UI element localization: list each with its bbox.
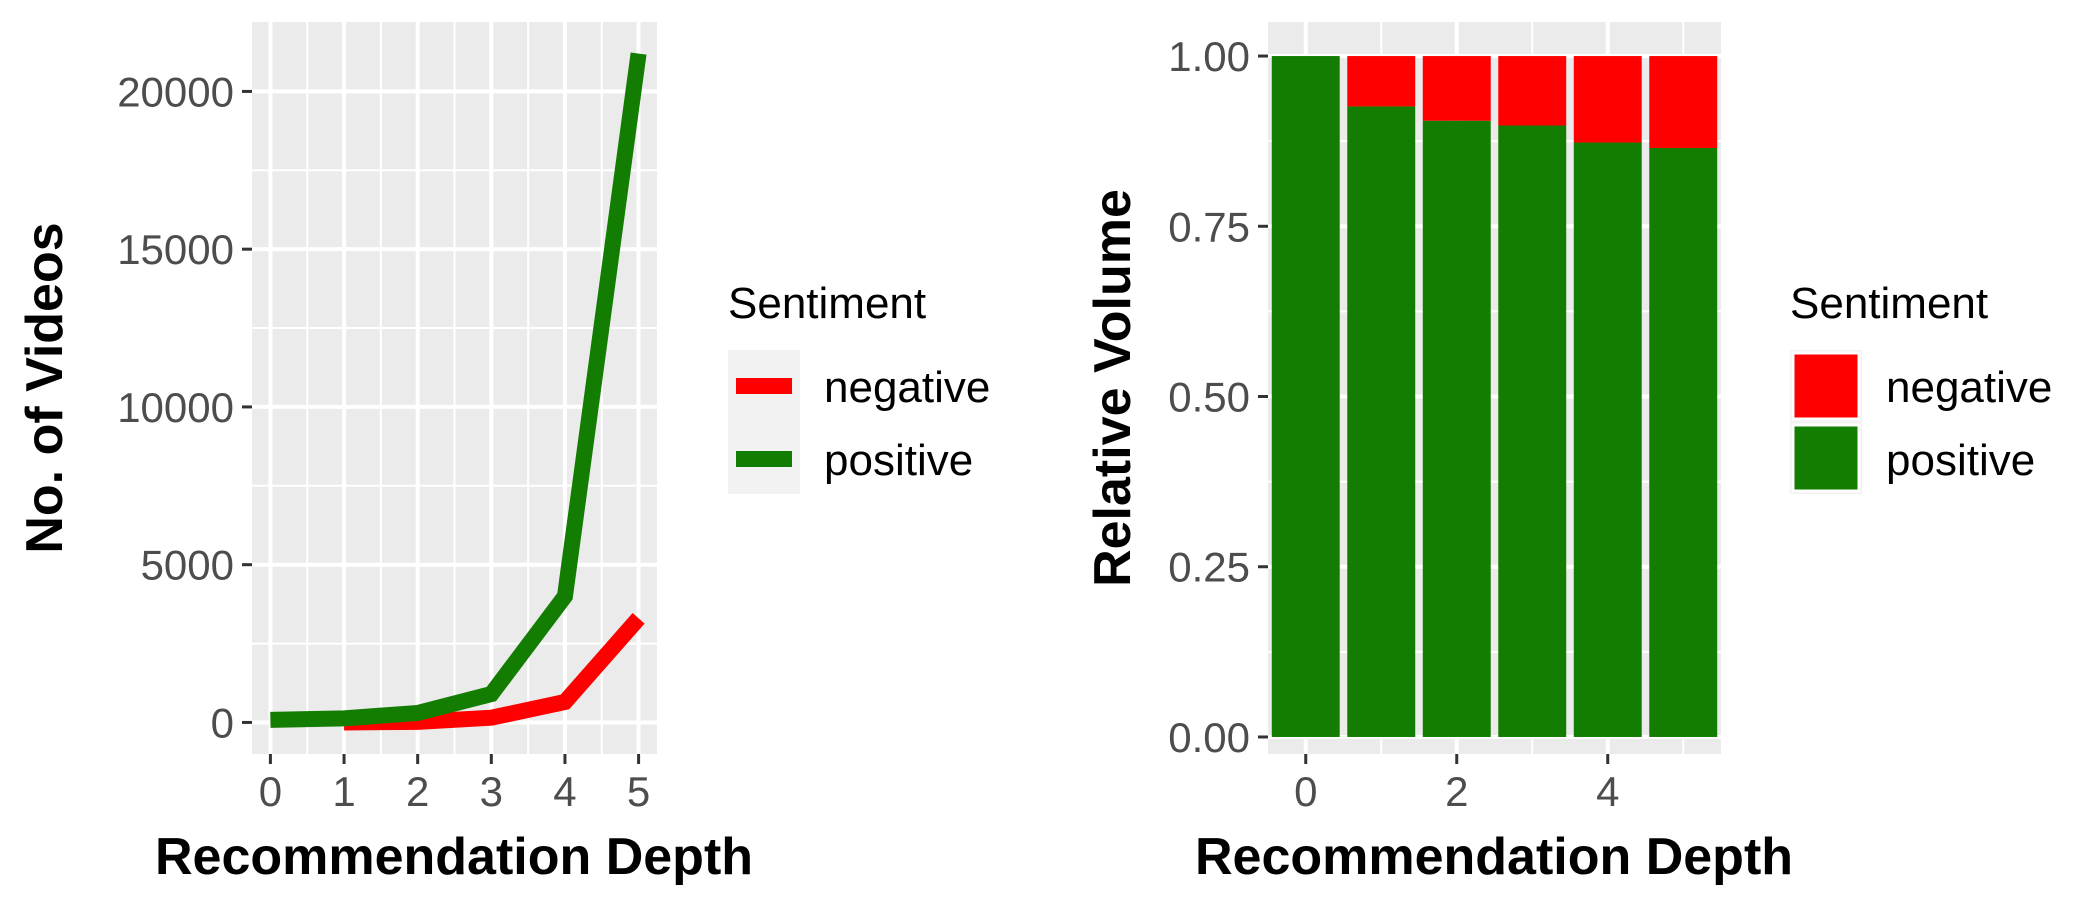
bar-series-group: [1271, 56, 1718, 737]
bar-y-tick-label: 0.25: [1168, 544, 1250, 591]
line-x-tick-label: 4: [553, 768, 576, 815]
line-x-tick-label: 3: [480, 768, 503, 815]
line-y-tick-label: 15000: [117, 226, 234, 273]
line-x-tick-label: 1: [332, 768, 355, 815]
bar-negative-1: [1347, 56, 1416, 107]
line-series-positive: [270, 52, 647, 728]
bar-positive-5: [1649, 147, 1718, 737]
line-x-tick-label: 2: [406, 768, 429, 815]
bar-legend-key-negative: [1791, 351, 1861, 421]
bar-x-axis-title: Recommendation Depth: [1195, 828, 1793, 886]
line-y-axis: 0 5000 10000 15000 20000: [117, 68, 252, 746]
bar-y-tick-label: 1.00: [1168, 33, 1250, 80]
bar-x-axis: 0 2 4: [1294, 754, 1619, 815]
bar-legend-title: Sentiment: [1790, 279, 1988, 328]
line-y-tick-label: 0: [211, 699, 234, 746]
bar-y-tick-label: 0.50: [1168, 374, 1250, 421]
bar-y-tick-label: 0.00: [1168, 714, 1250, 761]
line-x-axis: 0 1 2 3 4 5: [259, 754, 650, 815]
line-y-tick-label: 20000: [117, 68, 234, 115]
line-legend-key-background: [728, 350, 800, 494]
bar-positive-2: [1422, 120, 1491, 737]
bar-positive-4: [1573, 142, 1642, 737]
line-legend-label-positive: positive: [824, 436, 973, 485]
bar-x-tick-label: 2: [1445, 768, 1468, 815]
line-series-group: [270, 52, 647, 731]
line-gridlines: [252, 22, 657, 754]
bar-negative-2: [1422, 56, 1491, 121]
bar-negative-4: [1573, 56, 1642, 143]
line-x-tick-label: 0: [259, 768, 282, 815]
line-y-axis-title: No. of Videos: [16, 222, 74, 553]
bar-plot-panel: [1268, 22, 1721, 754]
line-x-axis-title: Recommendation Depth: [155, 828, 753, 886]
bar-legend-key-positive: [1791, 423, 1861, 493]
line-legend-title: Sentiment: [728, 279, 926, 328]
bar-legend-label-positive: positive: [1886, 436, 2035, 485]
stacked-bar-chart: 0.00 0.25 0.50 0.75 1.00 0 2 4 Recommendation …: [1084, 22, 2052, 886]
bar-legend-label-negative: negative: [1886, 363, 2052, 412]
line-y-tick-label: 10000: [117, 384, 234, 431]
line-legend: Sentiment negative positive: [728, 279, 990, 494]
line-legend-label-negative: negative: [824, 363, 990, 412]
line-y-tick-label: 5000: [141, 542, 234, 589]
bar-x-tick-label: 0: [1294, 768, 1317, 815]
bar-y-axis: 0.00 0.25 0.50 0.75 1.00: [1168, 33, 1268, 761]
bar-legend: Sentiment negative positive: [1790, 279, 2052, 494]
line-chart: 0 5000 10000 15000 20000 0 1 2 3 4 5 Recommendati…: [16, 22, 990, 886]
line-x-tick-label: 5: [627, 768, 650, 815]
bar-x-tick-label: 4: [1596, 768, 1619, 815]
bar-positive-1: [1347, 106, 1416, 737]
bar-positive-0: [1271, 56, 1340, 737]
bar-y-axis-title: Relative Volume: [1084, 189, 1142, 587]
bar-negative-5: [1649, 56, 1718, 148]
bar-y-tick-label: 0.75: [1168, 203, 1250, 250]
bar-negative-3: [1498, 56, 1567, 126]
bar-positive-3: [1498, 125, 1567, 737]
